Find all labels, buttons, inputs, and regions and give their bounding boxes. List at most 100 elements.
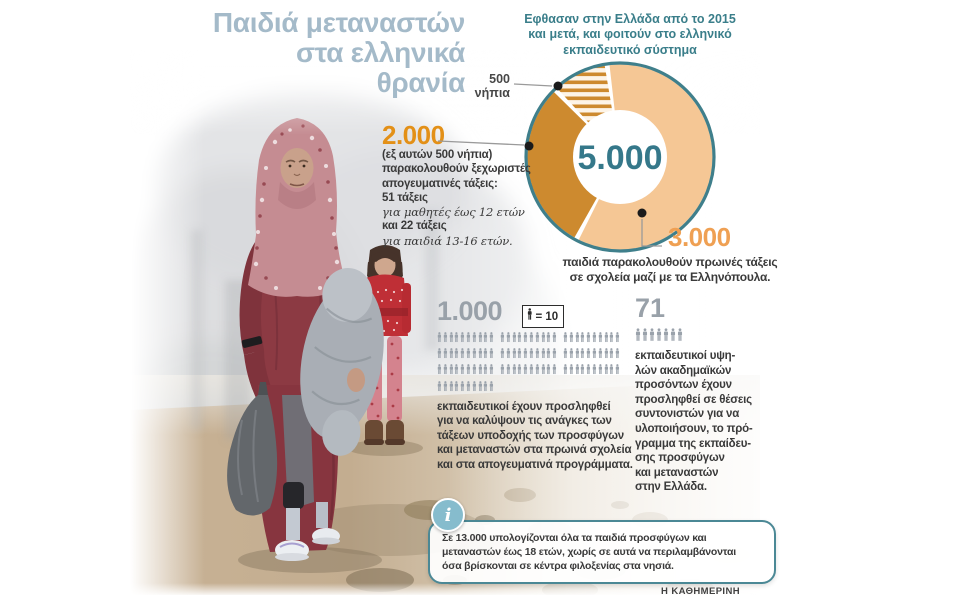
- pictogram-group: [500, 363, 557, 375]
- caption-1000: εκπαιδευτικοί έχουν προσληφθεί για να κα…: [437, 401, 633, 471]
- person-icon: [615, 348, 620, 359]
- person-icon: [472, 364, 476, 375]
- person-icon: [512, 332, 516, 343]
- person-icon: [581, 348, 585, 359]
- person-icon: [518, 348, 522, 359]
- donut-chart: 5.000: [524, 61, 716, 253]
- pictogram-group: [563, 347, 620, 359]
- person-icon: [518, 364, 522, 375]
- person-icon: [575, 348, 579, 359]
- number-71: 71: [635, 293, 666, 323]
- person-icon: [460, 348, 465, 359]
- person-icon: [535, 332, 539, 343]
- caption-3000: παιδιά παρακολουθούν πρωινές τάξεις σε σ…: [562, 255, 778, 284]
- person-icon: [586, 332, 591, 343]
- person-icon: [489, 348, 494, 359]
- person-icon: [443, 348, 447, 359]
- person-icon: [541, 348, 545, 359]
- pictogram-row-71: [635, 327, 683, 346]
- person-icon: [610, 348, 614, 359]
- person-icon: [635, 328, 641, 341]
- person-icon: [592, 348, 596, 359]
- pictogram-group: [563, 331, 620, 343]
- person-icon: [541, 332, 545, 343]
- person-icon: [615, 332, 620, 343]
- person-icon: [535, 364, 539, 375]
- person-icon: [437, 364, 442, 375]
- number-1000: 1.000: [437, 296, 503, 326]
- pictogram-group: [437, 347, 494, 359]
- person-icon: [472, 348, 476, 359]
- person-icon: [598, 364, 602, 375]
- person-icon: [670, 328, 676, 341]
- person-icon: [563, 364, 567, 375]
- woman-figure: [227, 118, 384, 561]
- person-icon: [466, 348, 471, 359]
- pictogram-group: [437, 380, 494, 392]
- person-icon: [455, 380, 459, 391]
- person-icon: [455, 332, 459, 343]
- person-icon: [523, 332, 528, 343]
- person-icon: [642, 328, 648, 341]
- person-icon: [512, 364, 516, 375]
- person-icon: [478, 332, 482, 343]
- person-icon: [466, 364, 471, 375]
- person-icon: [541, 364, 545, 375]
- person-icon: [460, 332, 465, 343]
- person-icon: [529, 348, 533, 359]
- person-icon: [484, 332, 488, 343]
- person-icon: [575, 364, 579, 375]
- person-icon: [656, 328, 662, 341]
- pictogram-row: [437, 331, 620, 343]
- person-icon: [437, 348, 442, 359]
- pictogram-group: [437, 331, 494, 343]
- label-500-nipia: 500 νήπια: [474, 72, 510, 101]
- person-icon: [604, 348, 608, 359]
- person-icon: [455, 364, 459, 375]
- person-icon: [500, 348, 504, 359]
- person-icon: [478, 380, 482, 391]
- person-icon: [484, 364, 488, 375]
- info-icon: i: [431, 498, 465, 532]
- person-icon: [466, 380, 471, 391]
- person-icon: [478, 364, 482, 375]
- person-icon: [592, 332, 596, 343]
- pictogram-group: [437, 363, 494, 375]
- number-2000: 2.000: [382, 120, 445, 150]
- girl-shadow: [347, 440, 423, 456]
- person-icon: [484, 380, 488, 391]
- donut-hole: [573, 110, 667, 204]
- pictogram-row: [437, 347, 620, 359]
- person-icon: [460, 364, 465, 375]
- publisher-credit: Η ΚΑΘΗΜΕΡΙΝΗ: [661, 586, 740, 597]
- person-icon: [604, 364, 608, 375]
- person-icon: [663, 328, 669, 341]
- person-icon: [598, 332, 602, 343]
- person-icon: [604, 332, 608, 343]
- number-3000: 3.000: [668, 222, 731, 252]
- page-title: Παιδιά μεταναστών στα ελληνικά θρανία: [212, 7, 465, 99]
- person-icon: [437, 332, 442, 343]
- person-icon: [437, 380, 442, 391]
- person-icon: [547, 364, 551, 375]
- person-icon: [529, 364, 533, 375]
- person-icon: [529, 332, 533, 343]
- bottom-fade: [130, 583, 760, 595]
- person-icon: [443, 332, 447, 343]
- pictogram-group: [500, 331, 557, 343]
- person-icon: [518, 332, 522, 343]
- person-icon: [449, 364, 453, 375]
- person-icon: [527, 307, 533, 326]
- person-icon: [581, 332, 585, 343]
- woman-shadow: [238, 547, 382, 573]
- person-icon: [449, 332, 453, 343]
- person-icon: [535, 348, 539, 359]
- person-icon: [552, 364, 557, 375]
- person-icon: [598, 348, 602, 359]
- person-icon: [615, 364, 620, 375]
- donut-ring: [524, 61, 716, 253]
- person-icon: [443, 364, 447, 375]
- person-icon: [649, 328, 655, 341]
- person-icon: [484, 348, 488, 359]
